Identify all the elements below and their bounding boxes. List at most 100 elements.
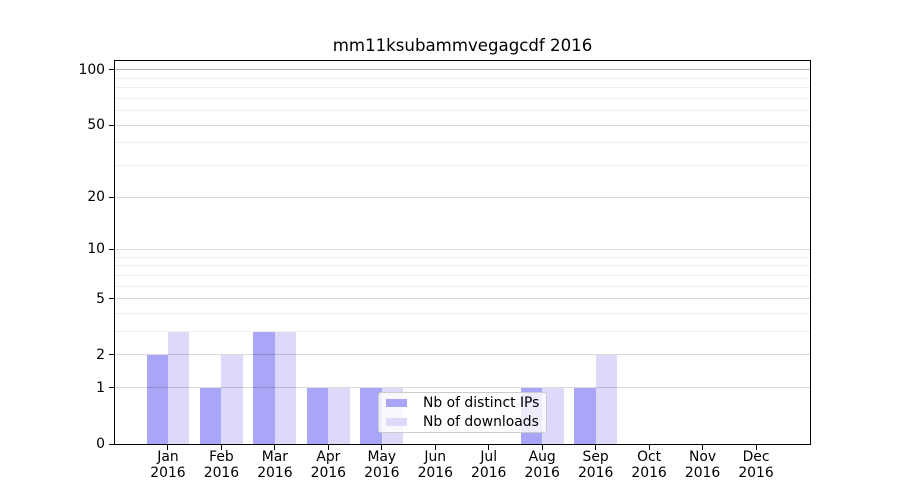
legend-swatch-distinct-ips <box>386 398 407 408</box>
legend: Nb of distinct IPs Nb of downloads <box>378 392 547 433</box>
legend-item-distinct-ips: Nb of distinct IPs <box>386 394 546 411</box>
bar-downloads-jan <box>167 331 190 444</box>
x-tick-year: 2016 <box>631 464 667 481</box>
x-tick-month: May <box>367 449 397 465</box>
y-tick-label: 5 <box>96 290 105 307</box>
x-tick <box>167 444 169 450</box>
bar-distinct-ips-jan <box>146 354 168 444</box>
legend-item-downloads: Nb of downloads <box>386 413 546 430</box>
x-tick-year: 2016 <box>257 464 293 481</box>
x-tick-year: 2016 <box>310 464 347 481</box>
gridline-major <box>114 387 810 389</box>
x-tick-year: 2016 <box>417 464 453 481</box>
gridline-minor <box>114 142 810 144</box>
bar-downloads-sep <box>595 354 618 444</box>
bar-downloads-mar <box>274 331 297 444</box>
x-tick-month: Jun <box>424 449 447 465</box>
x-tick-year: 2016 <box>364 464 400 481</box>
x-tick <box>327 444 329 450</box>
x-tick-month: Sep <box>582 449 609 465</box>
y-tick-label: 20 <box>87 189 105 205</box>
chart-title: mm11ksubammvegagcdf 2016 <box>332 36 593 55</box>
x-tick <box>274 444 276 450</box>
x-tick-label: Jul 2016 <box>457 449 521 481</box>
y-tick <box>108 443 114 445</box>
x-tick-month: Jan <box>157 449 179 465</box>
gridline-minor <box>114 77 810 79</box>
x-tick <box>220 444 222 450</box>
bar-distinct-ips-mar <box>253 331 275 444</box>
legend-label-downloads: Nb of downloads <box>423 413 539 430</box>
y-tick <box>108 248 114 250</box>
gridline-minor <box>114 274 810 276</box>
x-tick <box>381 444 383 450</box>
x-tick-label: Mar 2016 <box>243 449 307 481</box>
x-tick-month: Nov <box>689 449 717 465</box>
x-tick-label: Sep 2016 <box>564 449 628 481</box>
bars-layer <box>115 61 810 444</box>
gridline-minor <box>114 265 810 267</box>
x-tick-label: Aug 2016 <box>510 449 574 481</box>
x-tick-label: Apr 2016 <box>296 449 360 481</box>
x-tick-month: Jul <box>480 449 498 465</box>
x-tick-month: Apr <box>316 449 341 465</box>
gridline-minor <box>114 331 810 333</box>
x-tick-month: Aug <box>528 449 556 465</box>
gridline-major <box>114 354 810 356</box>
y-tick-label: 2 <box>96 346 105 363</box>
y-tick <box>108 298 114 300</box>
x-tick <box>541 444 543 450</box>
x-tick-year: 2016 <box>577 464 614 481</box>
x-tick-month: Oct <box>637 449 662 465</box>
x-tick-year: 2016 <box>738 464 774 481</box>
y-tick <box>108 354 114 356</box>
y-tick <box>108 124 114 126</box>
gridline-major <box>114 196 810 198</box>
bar-distinct-ips-apr <box>306 387 329 444</box>
gridline-major <box>114 298 810 300</box>
x-tick-year: 2016 <box>150 464 186 481</box>
x-tick-label: Nov 2016 <box>671 449 735 481</box>
gridline-minor <box>114 97 810 99</box>
gridline-major <box>114 69 810 71</box>
grid-layer <box>114 61 810 444</box>
x-tick-year: 2016 <box>203 464 240 481</box>
x-tick <box>702 444 704 450</box>
gridline-major <box>114 248 810 250</box>
x-tick-year: 2016 <box>524 464 560 481</box>
gridline-major <box>114 124 810 126</box>
x-tick <box>595 444 597 450</box>
y-tick <box>108 387 114 389</box>
x-tick-label: Jun 2016 <box>403 449 467 481</box>
x-tick <box>434 444 436 450</box>
x-tick-label: Dec 2016 <box>724 449 788 481</box>
bar-distinct-ips-feb <box>200 387 222 444</box>
gridline-minor <box>114 86 810 88</box>
x-tick-month: Dec <box>742 449 770 465</box>
y-tick <box>108 196 114 198</box>
x-tick <box>488 444 490 450</box>
bar-downloads-apr <box>328 387 350 444</box>
x-tick-year: 2016 <box>684 464 721 481</box>
x-tick-month: Feb <box>209 449 234 465</box>
bar-distinct-ips-sep <box>574 387 596 444</box>
x-tick <box>648 444 650 450</box>
legend-swatch-downloads <box>386 417 407 427</box>
gridline-minor <box>114 164 810 166</box>
gridline-minor <box>114 110 810 111</box>
gridline-minor <box>114 256 810 258</box>
y-tick-label: 0 <box>96 436 105 452</box>
plot-border <box>113 59 811 445</box>
gridline-minor <box>114 312 810 314</box>
x-tick-year: 2016 <box>471 464 507 481</box>
y-tick <box>108 69 114 71</box>
y-tick-label: 1 <box>96 379 105 396</box>
x-tick-month: Mar <box>261 449 288 465</box>
x-tick <box>755 444 757 450</box>
y-tick-label: 50 <box>87 117 105 134</box>
bar-downloads-feb <box>221 354 243 444</box>
legend-label-distinct-ips: Nb of distinct IPs <box>423 394 540 411</box>
x-tick-label: Oct 2016 <box>617 449 681 481</box>
y-tick-label: 100 <box>78 61 105 78</box>
